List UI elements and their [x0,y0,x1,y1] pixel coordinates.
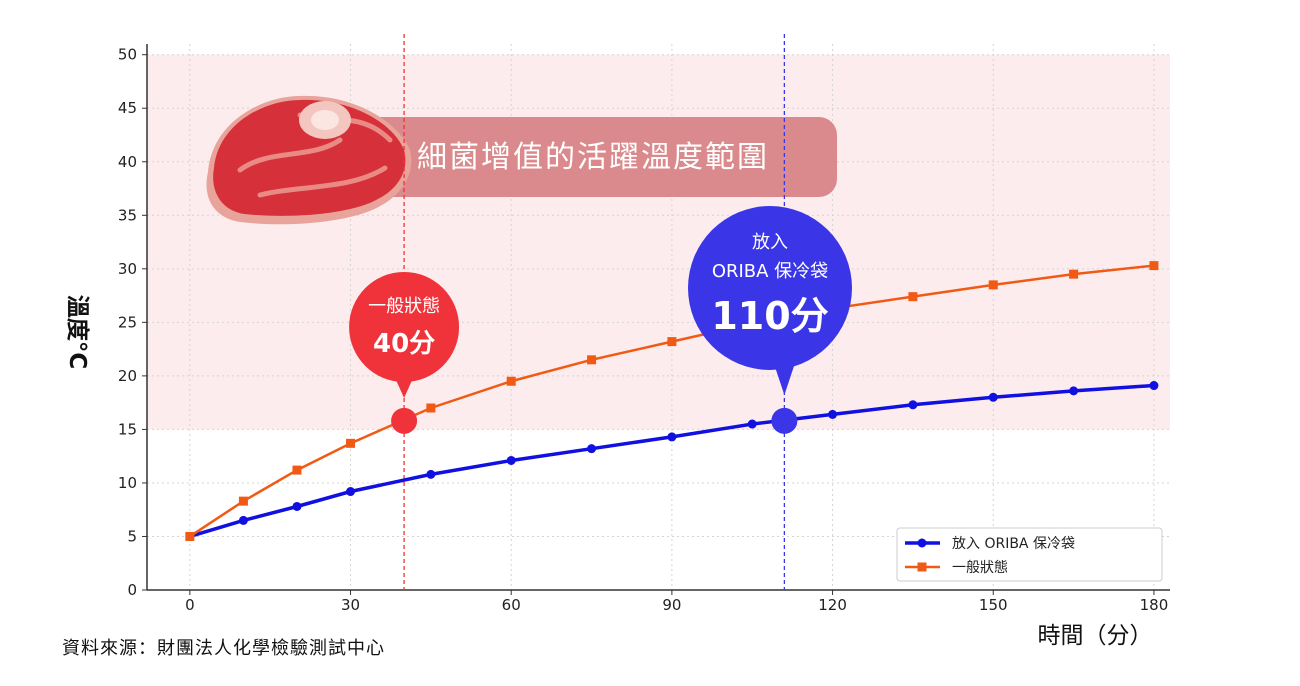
data-point [292,465,302,475]
data-point [828,409,838,419]
y-tick-label: 40 [118,153,137,171]
steak-icon [206,95,412,225]
data-point [1069,386,1079,396]
data-point [506,455,516,465]
y-tick-label: 35 [118,206,137,224]
data-point [667,432,677,442]
annotation-title: 一般狀態 [368,296,440,317]
x-tick-label: 60 [502,596,521,614]
data-point [426,469,436,479]
x-axis-label: 時間（分） [1038,623,1153,649]
data-point [506,376,516,386]
y-tick-label: 0 [127,581,137,599]
annotation-subtitle: ORIBA 保冷袋 [712,261,828,282]
data-point [1149,261,1159,271]
data-point [185,531,195,541]
data-point [1149,381,1159,391]
y-tick-label: 5 [127,527,137,545]
x-tick-label: 150 [979,596,1008,614]
x-tick-label: 0 [185,596,195,614]
legend-label: 放入 ORIBA 保冷袋 [952,536,1075,552]
annotation-marker [391,407,418,434]
annotation-pointer [774,365,795,395]
annotation-marker [771,407,798,434]
y-tick-label: 10 [118,474,137,492]
annotation-pointer [395,378,414,398]
data-point [292,501,302,511]
annotation-title: 放入 [752,232,788,253]
y-tick-label: 50 [118,46,137,64]
danger-zone-banner [335,117,837,197]
danger-zone-label: 細菌增值的活躍溫度範圍 [417,140,769,175]
legend-marker [917,538,927,548]
series-line [189,264,1155,538]
series-line [189,383,1155,539]
legend-box [896,527,1163,582]
annotation-value: 110分 [711,294,828,338]
annotation-bubble [349,272,460,382]
data-point [667,337,677,347]
data-point [587,444,597,454]
x-tick-label: 90 [662,596,681,614]
legend-marker [917,562,927,572]
annotation-value: 40分 [373,329,435,359]
data-point [346,438,356,448]
y-tick-label: 20 [118,367,137,385]
data-point [908,292,918,302]
y-tick-label: 30 [118,260,137,278]
y-tick-label: 45 [118,99,137,117]
x-tick-label: 180 [1140,596,1169,614]
data-point [238,496,248,506]
data-point [988,392,998,402]
data-point [426,403,436,413]
data-point [238,515,248,525]
data-point [587,355,597,365]
y-tick-label: 25 [118,313,137,331]
data-point [747,419,757,429]
annotation-bubble [688,206,852,370]
data-point [1069,269,1079,279]
y-axis-label: 溫度°C [64,295,91,369]
x-tick-label: 30 [341,596,360,614]
data-point [988,280,998,290]
y-tick-label: 15 [118,420,137,438]
data-point [908,400,918,410]
legend-label: 一般狀態 [952,560,1008,576]
source-note: 資料來源：財團法人化學檢驗測試中心 [62,638,385,659]
x-tick-label: 120 [818,596,847,614]
data-point [346,487,356,497]
